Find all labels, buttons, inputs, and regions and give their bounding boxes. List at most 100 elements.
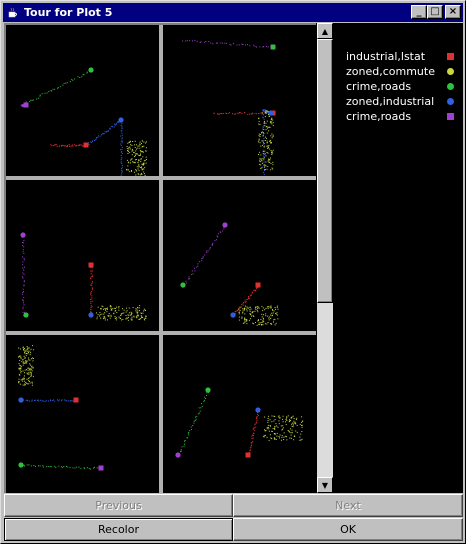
scatter-point xyxy=(23,281,25,283)
scatter-point xyxy=(129,141,131,143)
scatter-point xyxy=(267,112,269,114)
tour-panel-6[interactable] xyxy=(175,387,304,458)
tour-panel-4[interactable] xyxy=(180,222,279,326)
scatter-point xyxy=(267,152,269,154)
scatter-point xyxy=(91,306,93,308)
scatter-point xyxy=(263,46,265,48)
scatter-point xyxy=(270,142,272,144)
scatter-point xyxy=(262,152,264,154)
ok-button[interactable]: OK xyxy=(233,518,463,541)
scatter-point xyxy=(267,424,269,426)
scatter-point xyxy=(285,421,287,423)
scatter-point xyxy=(137,161,139,163)
scatter-point xyxy=(24,351,26,353)
scatter-point xyxy=(295,419,297,421)
scatter-point xyxy=(45,466,47,468)
next-button[interactable]: Next xyxy=(233,494,463,517)
close-button[interactable]: × xyxy=(445,5,461,19)
scatter-point xyxy=(301,424,303,426)
scatter-point xyxy=(251,311,253,313)
scatter-point xyxy=(256,324,258,326)
scatter-point xyxy=(247,298,249,300)
scatter-point xyxy=(281,428,283,430)
scroll-up-button[interactable]: ▲ xyxy=(317,23,333,39)
scatter-point xyxy=(271,167,273,169)
scatter-point xyxy=(268,430,270,432)
scatter-point xyxy=(118,307,120,309)
scatter-point xyxy=(27,352,29,354)
scatter-point xyxy=(76,144,78,146)
scatter-point xyxy=(244,313,246,315)
scatter-point xyxy=(90,283,92,285)
scatter-point xyxy=(23,246,25,248)
scatter-point xyxy=(274,428,276,430)
scatter-point xyxy=(260,322,262,324)
scatter-point xyxy=(250,113,252,115)
scatter-point xyxy=(120,140,122,142)
scatter-point xyxy=(133,144,135,146)
tour-plot-grid[interactable] xyxy=(4,23,316,493)
legend-swatch-circle xyxy=(447,68,454,75)
scatter-point xyxy=(27,373,29,375)
previous-button[interactable]: Previous xyxy=(4,494,233,517)
scatter-point xyxy=(56,399,58,401)
title-bar[interactable]: Tour for Plot 5 _ □ × xyxy=(3,3,463,22)
scatter-point xyxy=(229,112,231,114)
scatter-point xyxy=(276,312,278,314)
scatter-point xyxy=(244,321,246,323)
scatter-point xyxy=(103,317,105,319)
scatter-point xyxy=(267,322,269,324)
scatter-point xyxy=(130,158,132,160)
scatter-point xyxy=(143,160,145,162)
scatter-point xyxy=(204,254,206,256)
scatter-point xyxy=(130,162,132,164)
maximize-button[interactable]: □ xyxy=(427,5,443,19)
scatter-point xyxy=(142,151,144,153)
scatter-point xyxy=(114,310,116,312)
scatter-point xyxy=(216,235,218,237)
scatter-point xyxy=(44,400,46,402)
scatter-point xyxy=(25,362,27,364)
scroll-down-button[interactable]: ▼ xyxy=(317,477,333,493)
scatter-point xyxy=(22,105,24,107)
scatter-point xyxy=(27,378,29,380)
axis-marker-circle xyxy=(175,452,181,458)
scatter-point xyxy=(42,465,44,467)
scatter-point xyxy=(272,321,274,323)
scatter-point xyxy=(271,415,273,417)
scatter-point xyxy=(120,135,122,137)
scatter-point xyxy=(138,169,140,171)
tour-panel-3[interactable] xyxy=(20,232,147,321)
scatter-point xyxy=(140,315,142,317)
scatter-point xyxy=(269,127,271,129)
scatter-point xyxy=(244,301,246,303)
axis-marker-circle xyxy=(255,407,261,413)
axis-marker-circle xyxy=(18,397,24,403)
minimize-button[interactable]: _ xyxy=(411,5,427,19)
scatter-point xyxy=(258,323,260,325)
scatter-point xyxy=(203,400,205,402)
scatter-point xyxy=(142,156,144,158)
scatter-point xyxy=(23,349,25,351)
scatter-point xyxy=(192,425,194,427)
scatter-point xyxy=(261,160,263,162)
scatter-point xyxy=(137,306,139,308)
scatter-point xyxy=(260,161,262,163)
vertical-scrollbar[interactable]: ▲ ▼ xyxy=(317,23,333,493)
tour-panel-1[interactable] xyxy=(20,67,147,176)
tour-panel-5[interactable] xyxy=(18,345,104,471)
scatter-point xyxy=(194,270,196,272)
scatter-point xyxy=(222,230,224,232)
tour-panel-2[interactable] xyxy=(182,39,276,175)
scatter-point xyxy=(136,166,138,168)
scatter-point xyxy=(103,313,105,315)
scatter-point xyxy=(294,435,296,437)
scatter-point xyxy=(262,166,264,168)
scroll-thumb[interactable] xyxy=(317,39,333,303)
scatter-point xyxy=(270,139,272,141)
scatter-point xyxy=(26,360,28,362)
scatter-point xyxy=(267,110,269,112)
recolor-button[interactable]: Recolor xyxy=(4,518,233,541)
scatter-point xyxy=(135,153,137,155)
scatter-point xyxy=(264,139,266,141)
